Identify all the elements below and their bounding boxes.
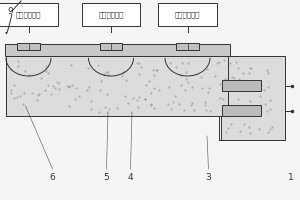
Bar [17, 43, 40, 50]
Text: 9: 9 [8, 7, 13, 16]
Bar [158, 3, 217, 26]
Text: 3: 3 [206, 172, 212, 182]
Text: 声控开关电路: 声控开关电路 [16, 11, 41, 18]
Text: 1: 1 [288, 172, 294, 182]
Bar [222, 105, 261, 116]
Bar [6, 56, 228, 116]
Text: 声控开关电路: 声控开关电路 [98, 11, 124, 18]
Bar [222, 80, 261, 91]
Bar [82, 3, 140, 26]
Text: 5: 5 [103, 172, 109, 182]
Bar [4, 44, 230, 56]
Text: 4: 4 [128, 172, 133, 182]
Text: 声控开关电路: 声控开关电路 [175, 11, 200, 18]
Bar [0, 3, 58, 26]
Bar [176, 43, 199, 50]
Bar [100, 43, 122, 50]
Bar [220, 56, 285, 140]
Text: 6: 6 [50, 172, 56, 182]
